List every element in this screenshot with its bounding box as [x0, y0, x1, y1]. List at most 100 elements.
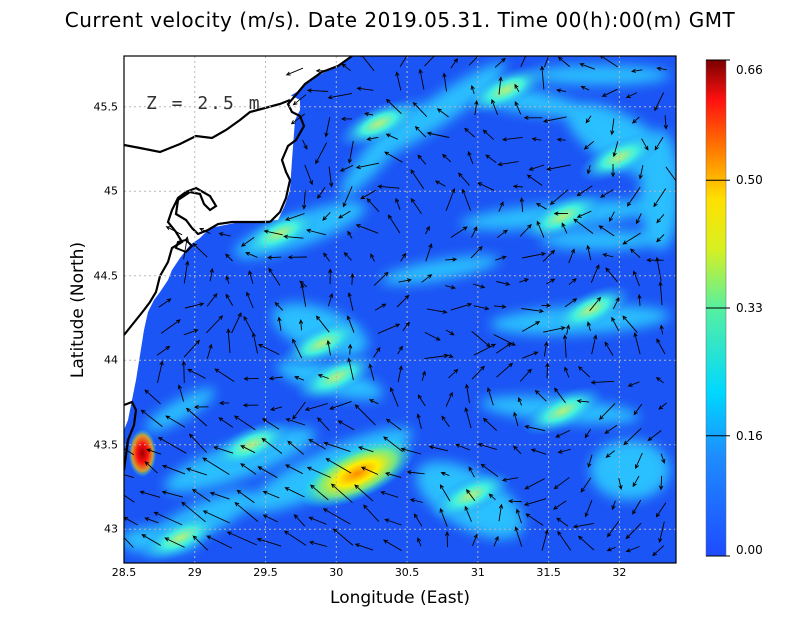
- velocity-arrow: [622, 315, 638, 333]
- velocity-arrow: [625, 92, 638, 98]
- velocity-arrow: [557, 448, 571, 454]
- velocity-arrow: [356, 86, 374, 91]
- velocity-arrow: [315, 142, 328, 165]
- velocity-arrow: [268, 267, 281, 286]
- velocity-arrow: [471, 226, 478, 238]
- velocity-arrow: [246, 291, 254, 309]
- velocity-arrow: [354, 543, 374, 551]
- velocity-arrow: [262, 418, 280, 430]
- velocity-arrow: [557, 56, 570, 67]
- velocity-arrow: [556, 517, 569, 527]
- velocity-arrow: [290, 113, 306, 125]
- velocity-arrow: [370, 253, 375, 262]
- velocity-arrow: [464, 383, 470, 404]
- velocity-arrow: [552, 500, 567, 510]
- velocity-arrow: [586, 321, 591, 332]
- x-tick-label: 29: [187, 566, 202, 579]
- velocity-arrow: [292, 94, 307, 106]
- velocity-arrow: [577, 535, 595, 551]
- velocity-arrow: [218, 232, 231, 237]
- velocity-arrow: [496, 342, 512, 354]
- velocity-arrow: [493, 304, 507, 309]
- speed-hotspot: [299, 438, 416, 509]
- speed-hotspot: [238, 208, 322, 259]
- velocity-arrow: [293, 514, 306, 527]
- velocity-arrow: [308, 516, 327, 525]
- velocity-arrow: [285, 417, 306, 426]
- velocity-arrow: [525, 513, 544, 526]
- colorbar-tick-label: 0.00: [736, 543, 763, 557]
- velocity-arrow: [524, 424, 546, 432]
- colorbar-tick-label: 0.33: [736, 301, 763, 315]
- velocity-arrow: [146, 448, 162, 455]
- velocity-arrow: [354, 404, 376, 426]
- y-tick-label: 44.5: [93, 269, 119, 283]
- velocity-arrow: [557, 530, 572, 551]
- velocity-arrow: [157, 360, 164, 383]
- velocity-arrow: [485, 154, 497, 163]
- velocity-arrow: [184, 302, 205, 309]
- velocity-arrow: [181, 360, 186, 383]
- velocity-arrow: [418, 68, 425, 90]
- velocity-arrow: [495, 255, 507, 261]
- velocity-arrow: [654, 136, 664, 151]
- velocity-arrow: [472, 283, 486, 289]
- velocity-arrow: [439, 507, 448, 527]
- velocity-arrow: [206, 343, 213, 359]
- velocity-arrow: [347, 230, 353, 239]
- velocity-arrow: [187, 368, 206, 379]
- velocity-arrow: [302, 190, 307, 210]
- velocity-arrow: [226, 531, 258, 546]
- velocity-arrow: [572, 522, 594, 529]
- velocity-arrow: [242, 403, 259, 408]
- velocity-arrow: [324, 117, 331, 138]
- speed-hotspot: [280, 318, 364, 369]
- velocity-arrow: [535, 202, 547, 210]
- velocity-arrow: [583, 140, 595, 150]
- velocity-arrow: [428, 445, 449, 452]
- velocity-arrow: [209, 491, 230, 500]
- velocity-arrow: [632, 116, 640, 124]
- velocity-arrow: [234, 502, 259, 522]
- velocity-arrow: [397, 345, 403, 355]
- velocity-arrow: [450, 302, 473, 311]
- velocity-arrow: [144, 517, 159, 524]
- velocity-arrow: [385, 418, 402, 431]
- velocity-arrow: [524, 478, 545, 490]
- velocity-arrow: [328, 268, 333, 285]
- velocity-arrow: [494, 57, 506, 68]
- velocity-arrow: [468, 466, 475, 478]
- velocity-arrow: [360, 466, 379, 475]
- velocity-arrow: [632, 270, 640, 287]
- velocity-arrow: [300, 283, 307, 307]
- velocity-arrow: [498, 201, 504, 212]
- velocity-arrow: [602, 253, 614, 258]
- velocity-arrow: [225, 293, 234, 306]
- y-tick-label: 45.5: [93, 100, 119, 114]
- velocity-arrow: [144, 389, 161, 405]
- velocity-arrow: [330, 483, 353, 503]
- velocity-arrow: [633, 403, 643, 416]
- velocity-arrow: [328, 166, 334, 188]
- velocity-arrow: [360, 189, 377, 200]
- velocity-arrow: [561, 222, 568, 234]
- velocity-arrow: [284, 487, 305, 498]
- velocity-arrow: [508, 499, 522, 504]
- velocity-arrow: [441, 415, 450, 428]
- velocity-arrow: [465, 488, 476, 502]
- depth-label: Z = 2.5 m: [146, 93, 262, 114]
- velocity-arrow: [519, 368, 532, 382]
- velocity-arrow: [294, 375, 304, 381]
- velocity-arrow: [514, 83, 520, 93]
- velocity-arrow: [564, 366, 570, 378]
- velocity-arrow: [491, 98, 499, 115]
- velocity-arrow: [158, 298, 172, 308]
- velocity-arrow: [384, 151, 403, 163]
- velocity-arrow: [576, 399, 590, 404]
- velocity-arrow: [329, 400, 352, 410]
- speed-hotspot: [209, 419, 293, 470]
- velocity-arrow: [414, 125, 427, 138]
- velocity-arrow: [240, 237, 255, 247]
- velocity-arrow: [636, 213, 642, 225]
- velocity-arrow: [124, 494, 135, 503]
